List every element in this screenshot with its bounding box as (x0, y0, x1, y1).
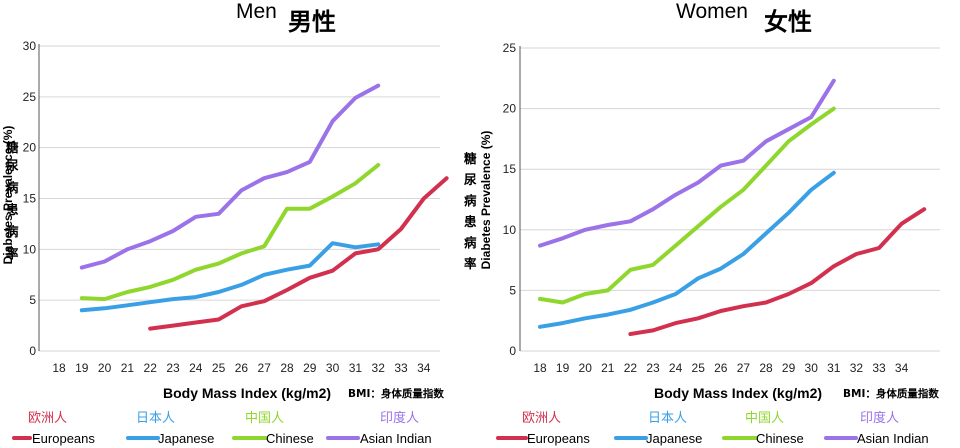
women-x-tick-label: 31 (827, 361, 841, 375)
women-x-tick-label: 19 (556, 361, 570, 375)
women-x-tick-label: 23 (646, 361, 660, 375)
men-x-tick-label: 21 (121, 361, 135, 375)
legend-label-chinese: Chinese (266, 431, 314, 446)
legend-cn-asian-indian-2: 印度人 (860, 410, 899, 426)
men-x-tick-label: 34 (417, 361, 431, 375)
women-x-tick-label: 32 (850, 361, 864, 375)
men-x-tick-label: 19 (75, 361, 89, 375)
men-x-tick-label: 23 (166, 361, 180, 375)
legend-cn-japanese-2: 日本人 (648, 411, 687, 426)
women-x-tick-label: 18 (533, 361, 547, 375)
svg-text:病: 病 (6, 180, 19, 195)
men-series-europeans (148, 176, 449, 331)
men-x-tick-label: 25 (212, 361, 226, 375)
men-x-tick-label: 24 (189, 361, 203, 375)
women-title-en: Women (676, 0, 748, 23)
men-x-tick-label: 20 (98, 361, 112, 375)
women-x-tick-label: 34 (895, 361, 909, 375)
legend-cn-chinese: 中国人 (245, 411, 284, 426)
women-y-tick-label: 5 (509, 283, 516, 297)
legend-label-japanese: Japanese (158, 431, 214, 446)
women-panel: 0 5 10 15 20 25 18 19 20 21 22 23 24 25 26 27 28 29 30 31 32… (503, 41, 940, 375)
legend-label-asian-indian-2: Asian Indian (857, 431, 929, 446)
legend-cn-japanese: 日本人 (136, 411, 175, 426)
men-series-japanese (79, 241, 381, 313)
men-x-tick-label: 28 (280, 361, 294, 375)
women-series-chinese (538, 106, 836, 305)
men-y-tick-label: 5 (29, 293, 36, 307)
women-x-tick-label: 25 (692, 361, 706, 375)
men-x-axis-label: Body Mass Index (kg/m2) (163, 385, 331, 401)
men-y-axis-label: Diabetes Prevalence (%) (1, 126, 15, 265)
men-x-tick-label: 32 (372, 361, 386, 375)
svg-text:率: 率 (464, 256, 477, 271)
men-x-tick-label: 29 (303, 361, 317, 375)
women-x-axis-label: Body Mass Index (kg/m2) (654, 385, 822, 401)
women-y-tick-label: 0 (509, 344, 516, 358)
women-x-tick-label: 26 (714, 361, 728, 375)
women-y-tick-label: 20 (503, 102, 517, 116)
svg-text:糖: 糖 (464, 151, 477, 166)
svg-text:患: 患 (6, 202, 19, 217)
men-y-axis-label-cn: 糖 尿 病 患 病 率 (6, 140, 19, 261)
legend: 欧洲人 日本人 中国人 印度人 欧洲人 日本人 中国人 印度人 European… (12, 410, 929, 446)
svg-text:病: 病 (6, 224, 19, 239)
women-x-tick-label: 29 (782, 361, 796, 375)
women-y-tick-label: 15 (503, 162, 517, 176)
men-series-chinese (79, 163, 381, 302)
women-x-tick-label: 33 (872, 361, 886, 375)
women-series-europeans (628, 207, 927, 336)
men-series-asian-indian (79, 83, 381, 270)
women-x-tick-label: 20 (579, 361, 593, 375)
men-x-tick-label: 22 (144, 361, 158, 375)
legend-label-japanese-2: Japanese (646, 431, 702, 446)
legend-label-asian-indian: Asian Indian (360, 431, 432, 446)
women-x-tick-label: 28 (759, 361, 773, 375)
women-x-tick-label: 24 (669, 361, 683, 375)
legend-label-europeans-2: Europeans (527, 431, 590, 446)
men-x-tick-label: 26 (235, 361, 249, 375)
men-bmi-note: BMI：身体质量指数 (348, 387, 444, 400)
legend-cn-europeans: 欧洲人 (28, 411, 67, 426)
svg-text:率: 率 (6, 246, 19, 261)
legend-cn-chinese-2: 中国人 (745, 411, 784, 426)
men-y-tick-label: 15 (23, 192, 37, 206)
men-y-tick-label: 0 (29, 344, 36, 358)
men-x-tick-label: 18 (52, 361, 66, 375)
women-y-tick-label: 10 (503, 223, 517, 237)
svg-text:患: 患 (464, 214, 477, 229)
legend-label-europeans: Europeans (32, 431, 95, 446)
women-y-tick-label: 25 (503, 41, 517, 55)
women-bmi-note: BMI：身体质量指数 (843, 387, 939, 400)
svg-text:尿: 尿 (6, 158, 19, 173)
women-x-tick-label: 21 (601, 361, 615, 375)
men-x-tick-label: 30 (326, 361, 340, 375)
women-title-cn: 女性 (764, 8, 812, 36)
women-x-tick-label: 22 (624, 361, 638, 375)
men-panel: 0 5 10 15 20 25 30 18 19 20 21 22 23 24 25 26 27 28 29 30 31… (23, 39, 449, 375)
svg-text:尿: 尿 (464, 172, 477, 187)
legend-cn-europeans-2: 欧洲人 (522, 411, 561, 426)
women-y-axis-label-cn: 糖 尿 病 患 病 率 (464, 151, 477, 271)
svg-text:病: 病 (464, 235, 477, 250)
svg-text:病: 病 (464, 193, 477, 208)
men-y-tick-label: 20 (23, 141, 37, 155)
legend-label-chinese-2: Chinese (756, 431, 804, 446)
women-series-asian-indian (538, 78, 836, 248)
svg-text:糖: 糖 (6, 140, 19, 155)
men-title-cn: 男性 (288, 8, 336, 36)
men-x-tick-label: 33 (394, 361, 408, 375)
women-x-tick-label: 30 (805, 361, 819, 375)
men-y-tick-label: 25 (23, 90, 37, 104)
women-series-japanese (538, 170, 836, 329)
legend-cn-asian-indian: 印度人 (380, 410, 419, 426)
men-y-tick-label: 10 (23, 242, 37, 256)
women-y-axis-label: Diabetes Prevalence (%) (479, 131, 493, 270)
women-x-tick-label: 27 (737, 361, 751, 375)
men-title-en: Men (236, 0, 277, 23)
men-x-tick-label: 31 (349, 361, 363, 375)
men-y-tick-label: 30 (23, 39, 37, 53)
men-x-tick-label: 27 (258, 361, 272, 375)
